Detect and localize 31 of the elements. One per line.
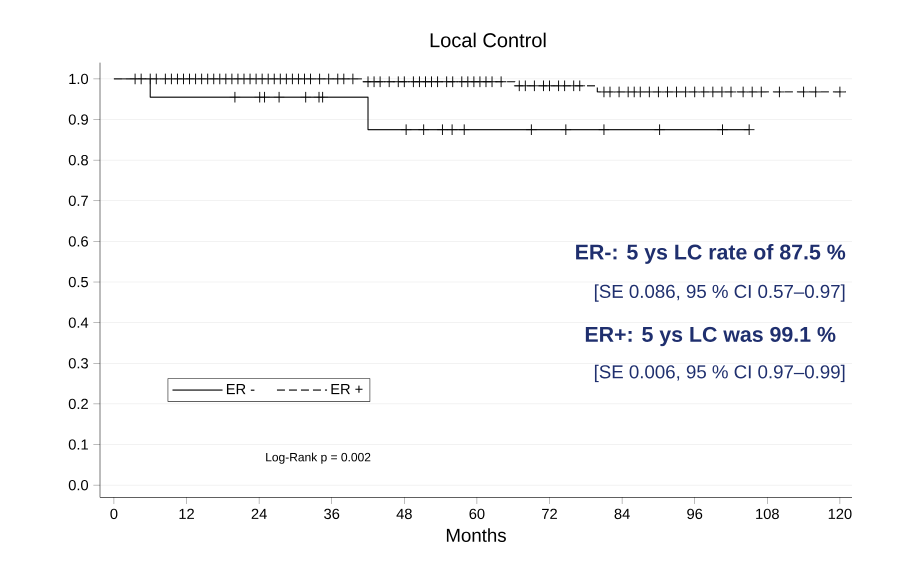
chart-title: Local Control xyxy=(430,32,546,48)
x-tick-label: 108 xyxy=(756,508,779,520)
annotation: ER+: 5 ys LC was 99.1 % xyxy=(586,326,836,346)
y-tick-label: 0.9 xyxy=(68,114,88,125)
y-tick-label: 1.0 xyxy=(69,74,88,84)
x-tick-label: 60 xyxy=(470,508,484,520)
y-tick-label: 0.4 xyxy=(68,317,88,328)
annotation: [SE 0.086, 95 % CI 0.57–0.97] xyxy=(594,284,844,302)
annotation: Log-Rank p = 0.002 xyxy=(266,452,370,464)
legend-label: ER + xyxy=(331,384,363,394)
x-tick-label: 120 xyxy=(828,508,852,520)
x-tick-label: 12 xyxy=(179,508,194,519)
y-tick-label: 0.3 xyxy=(68,358,88,368)
legend-label: ER - xyxy=(226,384,254,394)
x-tick-label: 96 xyxy=(687,508,702,520)
x-axis-title: Months xyxy=(446,528,506,542)
annotation: [SE 0.006, 95 % CI 0.97–0.99] xyxy=(594,364,844,382)
x-tick-label: 24 xyxy=(252,508,267,519)
y-tick-label: 0.6 xyxy=(68,236,88,247)
x-tick-label: 84 xyxy=(614,508,630,520)
x-tick-label: 36 xyxy=(324,508,340,520)
y-tick-label: 0.1 xyxy=(68,439,88,450)
y-tick-label: 0.8 xyxy=(68,154,88,166)
y-tick-label: 0.0 xyxy=(68,480,88,490)
x-tick-label: 48 xyxy=(396,508,412,520)
annotation: ER-: 5 ys LC rate of 87.5 % xyxy=(576,244,846,264)
x-tick-label: 72 xyxy=(542,508,557,519)
y-tick-label: 0.7 xyxy=(68,196,88,206)
x-tick-label: 0 xyxy=(110,508,118,520)
y-tick-label: 0.2 xyxy=(68,398,88,410)
y-tick-label: 0.5 xyxy=(68,276,88,288)
